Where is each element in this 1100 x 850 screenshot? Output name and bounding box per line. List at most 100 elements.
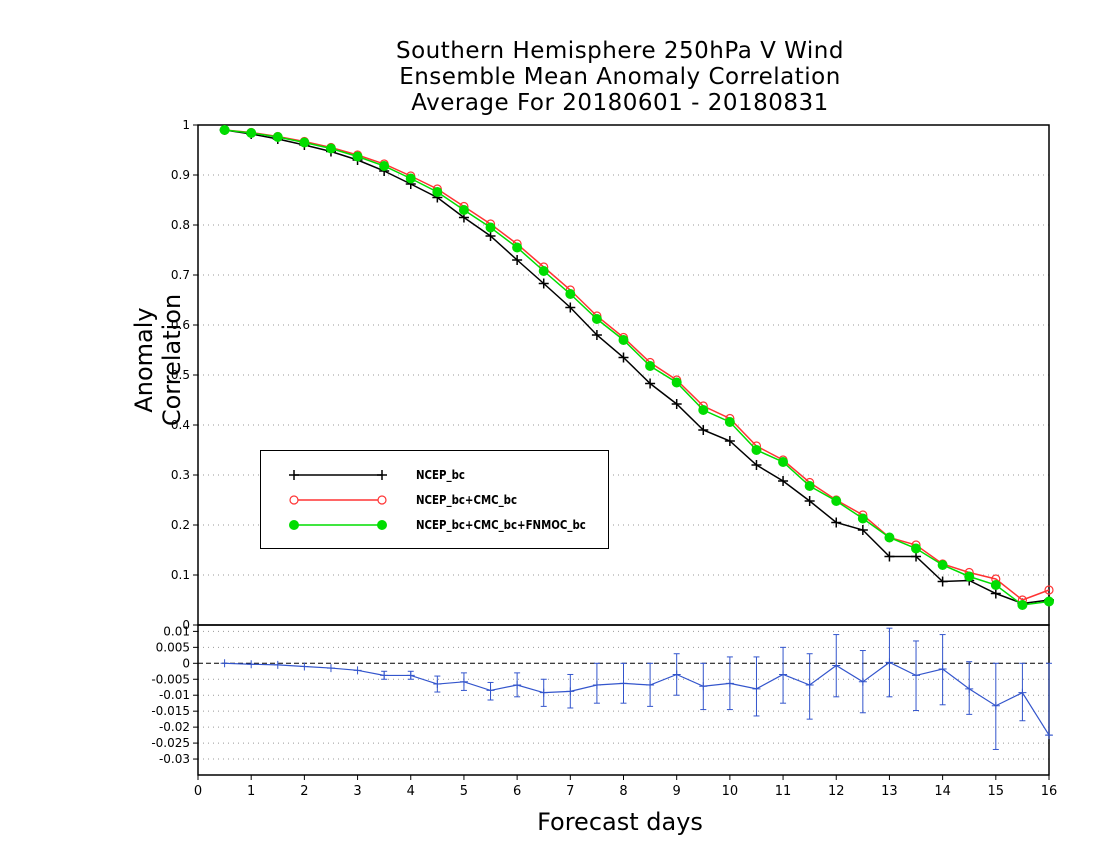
series-point-2 [299,137,310,148]
series-point-2 [352,151,363,162]
series-point-2 [990,580,1001,590]
y-axis-label: Anomaly Correlation [130,293,186,427]
y-tick-label-main: 0.3 [171,468,190,482]
diff-series-point [965,684,974,693]
x-tick-label: 3 [353,784,361,799]
diff-series-point [433,680,442,689]
diff-series-point [805,681,814,689]
series-point-2 [857,513,868,524]
series-point-0 [671,399,682,409]
series-point-2 [1044,596,1054,607]
legend-label-ncep-cmc: NCEP_bc+CMC_bc [416,493,518,507]
x-tick-label: 10 [722,784,739,799]
x-tick-label: 13 [881,784,898,799]
series-point-2 [698,405,709,415]
x-tick-label: 16 [1041,784,1058,799]
diff-series-point [380,671,389,680]
series-point-0 [937,576,948,587]
diff-series-point [592,681,601,689]
series-point-0 [990,588,1001,599]
series-point-0 [831,517,842,528]
y-tick-label-main: 0.2 [171,518,190,532]
series-point-2 [432,187,443,197]
series-point-2 [405,173,416,184]
series-point-0 [804,496,815,506]
chart-title-line-2: Ensemble Mean Anomaly Correlation [399,64,841,90]
y-tick-label-main: 0.8 [171,218,190,232]
legend-label-ncep-cmc-fnmoc: NCEP_bc+CMC_bc+FNMOC_bc [416,518,586,532]
diff-series-line [224,661,1050,736]
x-tick-label: 12 [828,784,845,799]
y-tick-label-diff: -0.015 [151,704,190,718]
series-point-0 [645,378,656,389]
y-tick-label-main: 1 [182,118,190,132]
diff-series-point [699,682,708,691]
series-point-2 [272,132,283,142]
x-tick-label: 1 [247,784,255,799]
diff-series-point [725,679,734,688]
x-tick-label: 14 [934,784,951,799]
diff-series-point [513,681,522,689]
x-tick-label: 7 [566,784,574,799]
y-tick-label-diff: -0.02 [159,720,190,734]
series-point-0 [618,352,629,363]
series-point-2 [219,125,230,135]
series-point-0 [565,302,576,313]
diff-series-point [273,660,282,669]
diff-series-point [938,665,947,674]
series-point-2 [645,361,656,371]
x-tick-label: 11 [775,784,792,799]
series-point-2 [911,543,922,554]
series-point-2 [1017,600,1028,610]
x-tick-label: 0 [194,784,202,799]
legend-label-ncep: NCEP_bc [416,468,465,482]
series-point-0 [751,460,762,470]
diff-series-point [247,660,256,669]
diff-series-point [752,684,761,693]
diff-series-point [619,679,628,688]
series-point-2 [671,377,682,388]
diff-series-point [912,671,921,680]
x-tick-label: 4 [407,784,415,799]
diff-series-point [566,687,575,696]
x-tick-label: 2 [300,784,308,799]
series-point-1 [1044,585,1054,595]
series-point-2 [937,560,948,570]
diff-series-point [300,662,309,671]
diff-series-point [353,666,362,675]
series-point-0 [698,425,709,435]
series-point-2 [325,143,336,154]
y-tick-label-diff: 0.01 [163,624,190,638]
series-point-2 [458,205,469,215]
series-point-2 [379,161,390,171]
series-point-2 [751,445,762,455]
y-tick-label-diff: -0.03 [159,752,190,766]
y-tick-label-main: 0.7 [171,268,190,282]
series-point-2 [485,222,496,233]
series-point-2 [565,289,576,299]
series-point-0 [857,525,868,535]
series-point-0 [538,278,549,289]
y-tick-label-main: 0 [182,618,190,632]
series-point-2 [831,496,842,506]
x-tick-label: 8 [619,784,627,799]
series-point-2 [538,266,549,276]
diff-series-point [991,701,1000,710]
chart-title-line-1: Southern Hemisphere 250hPa V Wind [396,38,844,64]
diff-series-point [406,671,415,680]
series-point-2 [246,128,257,138]
series-point-2 [778,457,789,467]
series-point-2 [618,335,629,345]
x-tick-label: 6 [513,784,521,799]
y-tick-label-diff: -0.01 [159,688,190,702]
diff-series-point [486,686,495,695]
y-tick-label-main: 0.1 [171,568,190,582]
x-tick-label: 9 [673,784,681,799]
diff-series-point [1045,731,1053,740]
diff-series-point [459,677,468,686]
y-tick-label-diff: -0.005 [151,672,190,686]
y-tick-label-main: 0.9 [171,168,190,182]
diff-series-point [326,664,335,673]
series-point-0 [485,231,496,241]
